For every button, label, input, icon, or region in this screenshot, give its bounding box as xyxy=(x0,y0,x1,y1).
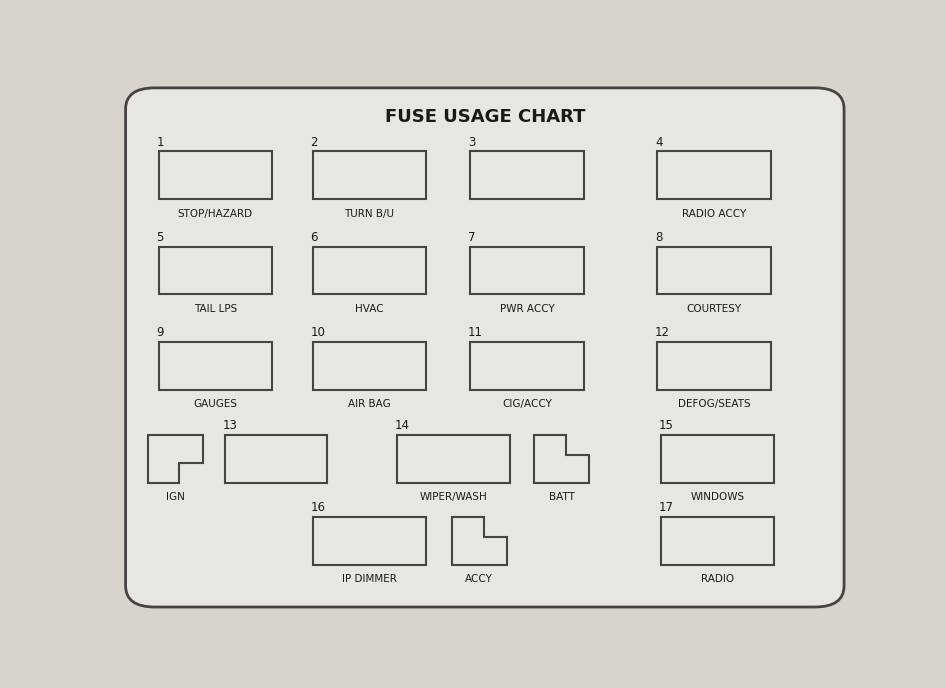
Text: 14: 14 xyxy=(394,419,410,432)
Bar xyxy=(397,435,511,482)
Bar xyxy=(657,247,771,294)
Text: 5: 5 xyxy=(156,231,164,244)
Text: AIR BAG: AIR BAG xyxy=(348,399,391,409)
Text: WIPER/WASH: WIPER/WASH xyxy=(420,492,487,502)
Text: 1: 1 xyxy=(156,136,164,149)
Text: ACCY: ACCY xyxy=(465,574,493,584)
Bar xyxy=(660,517,775,565)
Text: RADIO ACCY: RADIO ACCY xyxy=(682,208,746,219)
Text: 10: 10 xyxy=(310,327,325,339)
Bar xyxy=(470,342,584,390)
Text: 15: 15 xyxy=(658,419,674,432)
Text: 9: 9 xyxy=(156,327,164,339)
Text: 11: 11 xyxy=(468,327,483,339)
Bar xyxy=(159,342,272,390)
Bar xyxy=(159,247,272,294)
Bar xyxy=(312,247,426,294)
Text: RADIO: RADIO xyxy=(701,574,734,584)
Text: CIG/ACCY: CIG/ACCY xyxy=(502,399,552,409)
Bar xyxy=(470,247,584,294)
Text: BATT: BATT xyxy=(549,492,574,502)
Text: WINDOWS: WINDOWS xyxy=(691,492,745,502)
Text: COURTESY: COURTESY xyxy=(687,304,742,314)
Polygon shape xyxy=(534,435,589,482)
Text: 3: 3 xyxy=(468,136,475,149)
Text: 17: 17 xyxy=(658,502,674,515)
FancyBboxPatch shape xyxy=(126,88,844,607)
Text: GAUGES: GAUGES xyxy=(193,399,237,409)
Text: TURN B/U: TURN B/U xyxy=(344,208,394,219)
Text: 2: 2 xyxy=(310,136,318,149)
Text: 6: 6 xyxy=(310,231,318,244)
Text: 4: 4 xyxy=(655,136,662,149)
Bar xyxy=(660,435,775,482)
Bar xyxy=(312,151,426,199)
Text: HVAC: HVAC xyxy=(355,304,384,314)
Bar xyxy=(224,435,327,482)
Text: 16: 16 xyxy=(310,502,325,515)
Polygon shape xyxy=(452,517,507,565)
Text: 8: 8 xyxy=(655,231,662,244)
Text: STOP/HAZARD: STOP/HAZARD xyxy=(178,208,253,219)
Text: 13: 13 xyxy=(222,419,237,432)
Bar xyxy=(657,342,771,390)
Text: 7: 7 xyxy=(468,231,476,244)
Bar xyxy=(159,151,272,199)
Text: IGN: IGN xyxy=(166,492,184,502)
Polygon shape xyxy=(148,435,202,482)
Bar xyxy=(657,151,771,199)
Text: FUSE USAGE CHART: FUSE USAGE CHART xyxy=(385,108,585,126)
Text: TAIL LPS: TAIL LPS xyxy=(194,304,237,314)
Text: IP DIMMER: IP DIMMER xyxy=(342,574,396,584)
Text: PWR ACCY: PWR ACCY xyxy=(499,304,554,314)
Bar xyxy=(470,151,584,199)
Bar xyxy=(312,517,426,565)
Text: 12: 12 xyxy=(655,327,670,339)
Bar xyxy=(312,342,426,390)
Text: DEFOG/SEATS: DEFOG/SEATS xyxy=(677,399,750,409)
